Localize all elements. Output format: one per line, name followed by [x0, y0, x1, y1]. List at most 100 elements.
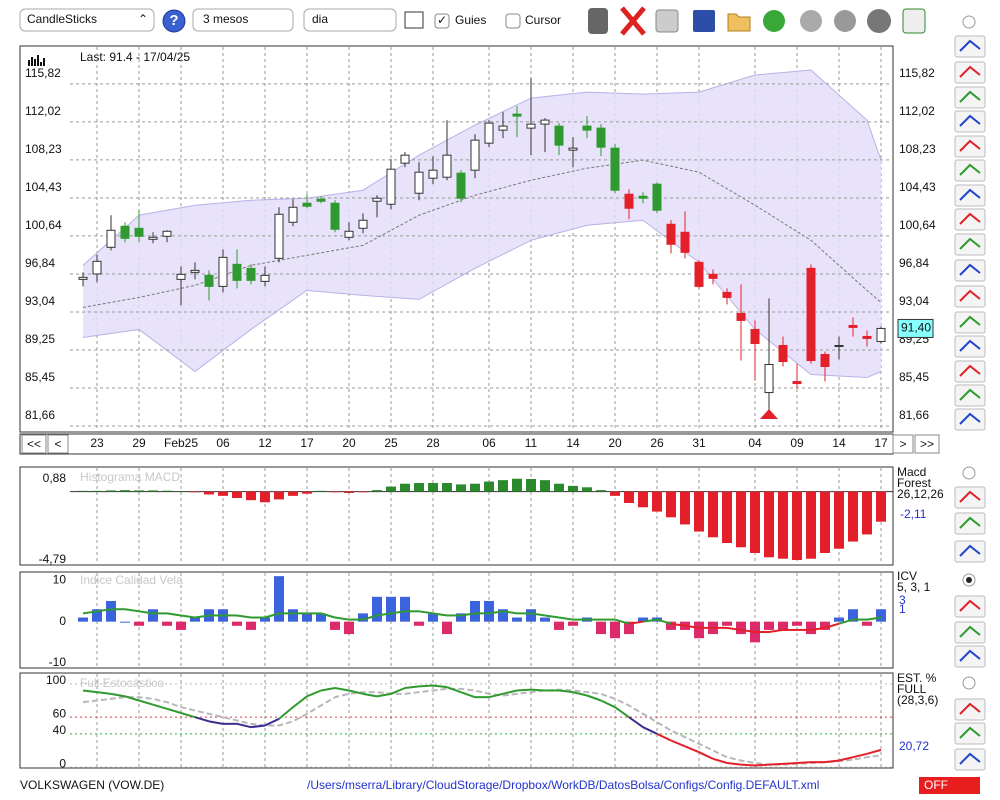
- sync-icon[interactable]: [800, 10, 822, 32]
- tool-button[interactable]: [954, 698, 986, 721]
- icv-bar: [400, 596, 410, 622]
- icv-line: [376, 612, 392, 617]
- macd-bar: [498, 480, 508, 492]
- candle-body: [92, 260, 102, 275]
- open-icon[interactable]: [727, 13, 751, 32]
- panel-label: 5, 3, 1: [897, 580, 931, 594]
- icv-bar: [792, 621, 802, 626]
- tool-button[interactable]: [954, 184, 986, 207]
- tool-button[interactable]: [954, 645, 986, 668]
- tool-button[interactable]: [954, 159, 986, 182]
- trash-icon[interactable]: [588, 8, 608, 34]
- tool-button[interactable]: [954, 621, 986, 644]
- x-tick-label: 29: [132, 436, 146, 450]
- icv-bar: [330, 621, 340, 630]
- y-tick-label: 93,04: [25, 294, 55, 308]
- tool-button[interactable]: [954, 722, 986, 745]
- macd-bar: [652, 491, 662, 512]
- tool-glyph: [959, 212, 981, 225]
- delete-icon[interactable]: [620, 6, 646, 36]
- macd-bar: [316, 490, 326, 492]
- k-line: [726, 762, 742, 766]
- currency-icon[interactable]: [834, 10, 856, 32]
- candle-body: [274, 213, 284, 259]
- candle-body: [526, 123, 536, 129]
- tool-button[interactable]: [954, 512, 986, 535]
- icv-bar: [92, 609, 102, 622]
- k-line: [656, 732, 672, 742]
- tool-button[interactable]: [954, 233, 986, 256]
- tool-button[interactable]: [954, 311, 986, 334]
- tool-button[interactable]: [954, 748, 986, 771]
- type-select[interactable]: [19, 8, 155, 32]
- macd-bar: [512, 478, 522, 492]
- candle-body: [512, 113, 522, 117]
- x-tick-label: 17: [300, 436, 314, 450]
- radio[interactable]: [962, 15, 976, 29]
- last-value: 20,72: [899, 739, 929, 753]
- k-line: [460, 691, 476, 699]
- k-line: [390, 687, 406, 695]
- guides-checkbox[interactable]: [434, 13, 450, 29]
- tool-button[interactable]: [954, 110, 986, 133]
- print-icon[interactable]: [655, 9, 679, 33]
- icv-bar: [778, 621, 788, 630]
- tool-button[interactable]: [954, 540, 986, 563]
- tool-button[interactable]: [954, 335, 986, 358]
- icv-bar: [876, 609, 886, 622]
- tool-button[interactable]: [954, 259, 986, 282]
- macd-bar: [358, 491, 368, 493]
- chart-icon[interactable]: [404, 11, 424, 29]
- save-icon[interactable]: [693, 10, 715, 32]
- icv-bar: [862, 621, 872, 626]
- candle-body: [456, 172, 466, 199]
- k-line: [306, 689, 322, 698]
- tool-button[interactable]: [954, 384, 986, 407]
- nav-button[interactable]: [892, 434, 914, 454]
- cursor-checkbox[interactable]: [505, 13, 521, 29]
- macd-bar: [848, 491, 858, 542]
- icv-bar: [274, 576, 284, 622]
- k-line: [334, 687, 350, 692]
- macd-bar: [120, 490, 130, 492]
- x-tick-label: 23: [90, 436, 104, 450]
- tool-button[interactable]: [954, 595, 986, 618]
- tool-button[interactable]: [954, 35, 986, 58]
- tool-button[interactable]: [954, 135, 986, 158]
- candle-body: [750, 328, 760, 344]
- candle-body: [120, 225, 130, 239]
- icv-bar: [148, 609, 158, 622]
- y-tick-label-right: 108,23: [899, 142, 936, 156]
- y-tick-label: 60: [53, 706, 67, 720]
- settings-icon[interactable]: [867, 9, 891, 33]
- tool-button[interactable]: [954, 208, 986, 231]
- interval-select[interactable]: [303, 8, 397, 32]
- macd-bar: [414, 483, 424, 492]
- tool-button[interactable]: [954, 285, 986, 308]
- nav-button[interactable]: [21, 434, 47, 454]
- tool-button[interactable]: [954, 360, 986, 383]
- tool-glyph: [959, 412, 981, 425]
- tool-button[interactable]: [954, 486, 986, 509]
- radio[interactable]: [962, 676, 976, 690]
- macd-bar: [92, 490, 102, 492]
- icv-line: [530, 612, 546, 617]
- calendar-icon[interactable]: [902, 8, 926, 34]
- tool-button[interactable]: [954, 86, 986, 109]
- x-tick-label: 04: [748, 436, 762, 450]
- candle-body: [260, 274, 270, 282]
- help-text: ?: [169, 12, 178, 29]
- tool-button[interactable]: [954, 408, 986, 431]
- k-line: [516, 688, 532, 692]
- radio[interactable]: [962, 466, 976, 480]
- period-select[interactable]: [192, 8, 294, 32]
- nav-button[interactable]: [47, 434, 69, 454]
- nav-button[interactable]: [914, 434, 940, 454]
- icv-line: [96, 608, 112, 613]
- icv-bar: [246, 621, 256, 630]
- help-button[interactable]: [162, 9, 186, 33]
- status-box[interactable]: [919, 777, 980, 794]
- refresh-icon[interactable]: [763, 10, 785, 32]
- icv-line: [614, 618, 630, 625]
- tool-button[interactable]: [954, 61, 986, 84]
